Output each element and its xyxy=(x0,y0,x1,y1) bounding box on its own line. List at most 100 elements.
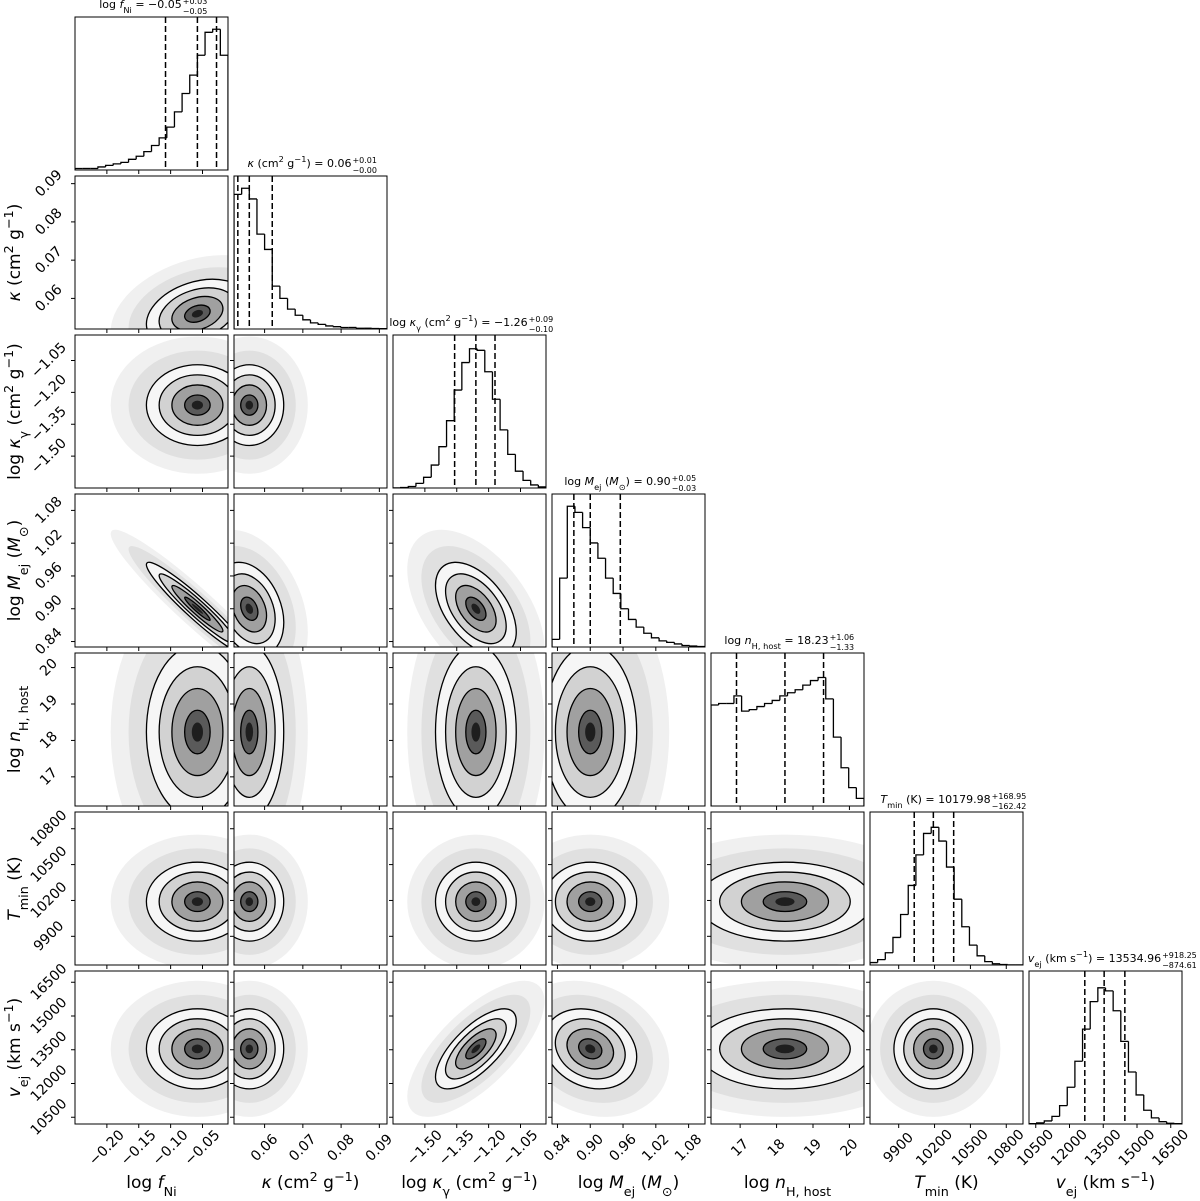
y-tick-label: −1.35 xyxy=(28,403,70,445)
panel-frame xyxy=(74,811,229,966)
x-tick-label: 9900 xyxy=(880,1130,917,1167)
title-lower: −162.42 xyxy=(992,802,1027,811)
histogram-step xyxy=(597,542,606,559)
histogram-step xyxy=(794,689,803,693)
histogram-step xyxy=(620,593,629,610)
label-part: ) xyxy=(5,343,25,350)
title-value: = 0.06 xyxy=(311,157,352,170)
histogram-step xyxy=(1112,990,1121,1012)
histogram-step xyxy=(271,249,280,287)
contour xyxy=(240,394,259,416)
histogram-step xyxy=(945,841,955,868)
density-fill xyxy=(245,897,254,906)
panel xyxy=(110,834,228,965)
histogram-step xyxy=(1081,1028,1091,1062)
x-tick-label: 19 xyxy=(801,1136,825,1160)
panel xyxy=(552,494,705,647)
panel-frame xyxy=(869,811,1024,966)
histogram-step xyxy=(930,826,939,834)
histogram-step xyxy=(438,446,447,466)
contour xyxy=(903,1018,964,1080)
panel-title: log κγ (cm2 g−1) = −1.26 xyxy=(389,313,527,333)
title-value: = 13534.96 xyxy=(1092,952,1161,965)
histogram-step xyxy=(468,348,478,363)
y-tick-label: 12000 xyxy=(28,1062,71,1105)
contour xyxy=(234,653,285,806)
x-tick-label: 0.84 xyxy=(541,1131,574,1164)
x-tick-label: 13500 xyxy=(1082,1127,1125,1170)
panel-frame xyxy=(710,970,865,1125)
histogram-step xyxy=(938,827,947,842)
panel-frame xyxy=(392,970,547,1125)
histogram-step xyxy=(922,832,932,855)
panel xyxy=(552,980,670,1117)
panel xyxy=(110,980,228,1117)
histogram-step xyxy=(256,198,265,235)
histogram-step xyxy=(430,464,439,478)
label-part: ) xyxy=(5,998,25,1005)
label-part: g xyxy=(5,229,25,245)
x-tick-label: 0.08 xyxy=(324,1131,357,1164)
contour xyxy=(183,891,211,913)
panel xyxy=(711,834,864,965)
label-part: ) xyxy=(531,1173,538,1193)
contour xyxy=(711,861,864,942)
panel xyxy=(234,336,308,474)
label-part: −1 xyxy=(1076,949,1088,959)
histogram-step xyxy=(135,155,144,160)
contour xyxy=(893,1008,974,1090)
contour xyxy=(922,1038,944,1060)
title-upper: +1.06 xyxy=(830,633,855,642)
histogram-step xyxy=(666,640,675,644)
contour xyxy=(158,287,228,329)
panel xyxy=(407,834,545,965)
histogram-step xyxy=(1043,1120,1052,1123)
title-upper: +0.01 xyxy=(352,156,377,165)
label-part: ) xyxy=(626,475,630,488)
histogram-step xyxy=(999,963,1008,965)
histogram-step xyxy=(786,692,796,696)
x-tick-label: 10500 xyxy=(949,1127,992,1170)
histogram-step xyxy=(286,298,296,310)
density-fill xyxy=(585,1044,596,1054)
contour xyxy=(465,891,487,913)
label-part: ej xyxy=(1066,1185,1077,1200)
label-part: ej xyxy=(17,564,32,575)
label-part: ej xyxy=(1034,959,1041,969)
contour xyxy=(554,666,626,798)
panel-frame xyxy=(233,970,388,1125)
contour xyxy=(158,573,228,645)
panel-frame xyxy=(869,970,1024,1125)
x-tick-label: −0.10 xyxy=(150,1127,192,1169)
contour xyxy=(912,1028,954,1070)
contour xyxy=(566,881,615,923)
density-fill xyxy=(245,1044,254,1054)
y-tick-label: −1.50 xyxy=(28,435,70,477)
histogram-step xyxy=(1158,1117,1167,1123)
contour xyxy=(158,871,228,932)
density-fill xyxy=(929,1044,938,1054)
contour xyxy=(455,881,497,923)
label-part: g xyxy=(318,1173,334,1193)
density-fill xyxy=(191,722,204,742)
contour xyxy=(171,584,224,633)
density-fill xyxy=(471,722,481,742)
y-tick-label: 16500 xyxy=(28,961,71,1004)
x-tick-label: 0.09 xyxy=(363,1131,396,1164)
x-tick-label: 0.07 xyxy=(286,1131,319,1164)
y-tick-label: 17 xyxy=(37,765,61,789)
title-lower: −874.61 xyxy=(1162,961,1197,970)
histogram-step xyxy=(415,482,424,487)
contour xyxy=(434,653,517,806)
panel xyxy=(407,653,545,806)
contour xyxy=(183,304,211,323)
y-tick-label: 10500 xyxy=(28,843,71,886)
label-part: log xyxy=(5,448,25,479)
contour xyxy=(145,861,228,942)
histogram-step xyxy=(1036,1122,1045,1124)
contour xyxy=(465,1038,487,1060)
contour xyxy=(240,891,259,913)
histogram-step xyxy=(537,484,546,488)
panel xyxy=(407,529,545,647)
